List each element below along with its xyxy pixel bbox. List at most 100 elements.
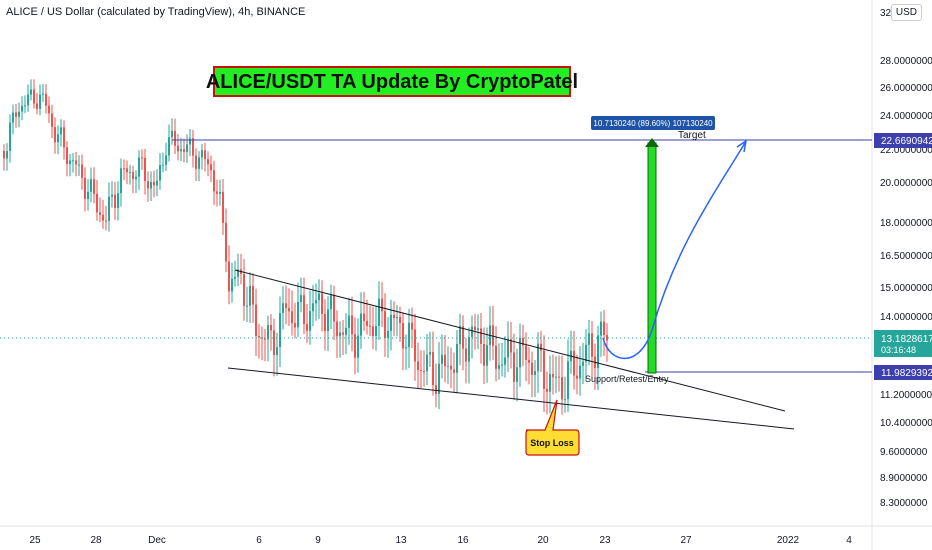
candle-body (336, 321, 338, 337)
x-tick-label: 2022 (777, 535, 800, 546)
candle-body (234, 276, 236, 279)
x-tick-label: 9 (315, 535, 321, 546)
candle-body (201, 150, 203, 158)
candle-body (147, 181, 149, 189)
candle-body (120, 168, 122, 194)
y-tick-label: 16.5000000 (880, 251, 932, 262)
candle-body (411, 322, 413, 330)
candle-body (555, 376, 557, 378)
candle-body (90, 179, 92, 192)
candle-body (606, 334, 608, 341)
x-tick-label: Dec (148, 535, 166, 546)
y-tick-label: 22.0000000 (880, 145, 932, 156)
candle-body (393, 314, 395, 319)
candle-body (93, 179, 95, 194)
candle-body (81, 164, 83, 178)
x-tick-label: 16 (457, 535, 469, 546)
candle-body (354, 334, 356, 358)
candle-body (294, 323, 296, 328)
candle-body (159, 164, 161, 181)
candle-body (27, 94, 29, 106)
candle-body (18, 111, 20, 117)
symbol-title: ALICE / US Dollar (calculated by Trading… (6, 6, 306, 18)
candle-body (114, 194, 116, 208)
wedge-upper-line (234, 269, 786, 412)
support-price-tag (874, 365, 932, 380)
candle-body (75, 160, 77, 165)
candle-body (324, 313, 326, 331)
candle-body (135, 176, 137, 180)
projection-curve (602, 142, 746, 360)
x-tick-label: 4 (846, 535, 852, 546)
candle-body (603, 321, 605, 335)
candle-body (57, 134, 59, 143)
candle-body (339, 332, 341, 337)
candle-body (519, 337, 521, 368)
candle-body (126, 168, 128, 173)
candle-body (498, 365, 500, 369)
candle-body (597, 335, 599, 369)
candle-body (84, 177, 86, 200)
candle-body (285, 303, 287, 309)
candle-body (216, 191, 218, 194)
candle-body (186, 144, 188, 152)
candle-body (507, 339, 509, 358)
candle-body (291, 311, 293, 324)
candle-body (42, 93, 44, 95)
y-tick-label: 18.0000000 (880, 218, 932, 229)
candle-body (330, 294, 332, 310)
candle-body (321, 293, 323, 314)
candle-body (156, 180, 158, 186)
candle-body (441, 354, 443, 364)
candle-body (267, 324, 269, 340)
candle-body (543, 350, 545, 389)
candle-body (549, 374, 551, 392)
candle-body (495, 345, 497, 369)
candle-body (54, 127, 56, 143)
candle-body (15, 112, 17, 117)
candle-body (51, 113, 53, 128)
candle-body (192, 138, 194, 156)
candle-body (447, 365, 449, 367)
candle-body (264, 338, 266, 340)
candle-body (345, 327, 347, 335)
candle-body (318, 293, 320, 301)
candle-body (198, 157, 200, 169)
candle-body (468, 337, 470, 362)
candle-body (372, 326, 374, 337)
candle-body (474, 326, 476, 331)
candle-body (288, 308, 290, 312)
candle-body (66, 147, 68, 165)
candle-body (381, 298, 383, 312)
candle-body (129, 171, 131, 173)
last-price-value: 13.1828617 (881, 334, 932, 345)
candle-body (426, 354, 428, 372)
candle-body (21, 105, 23, 112)
target-price-tag (874, 133, 932, 148)
candle-body (207, 159, 209, 165)
candle-body (405, 347, 407, 349)
candle-body (252, 285, 254, 305)
candle-body (243, 273, 245, 306)
candle-body (573, 350, 575, 376)
candle-body (36, 103, 38, 109)
candle-body (384, 311, 386, 338)
candle-body (591, 333, 593, 357)
candle-body (582, 361, 584, 366)
candle-body (300, 295, 302, 302)
candle-body (363, 313, 365, 321)
countdown-value: 03:16:48 (881, 345, 916, 355)
candle-body (132, 171, 134, 180)
candle-body (564, 399, 566, 401)
candle-body (537, 343, 539, 372)
candle-body (486, 345, 488, 366)
candle-body (408, 322, 410, 348)
candle-body (501, 364, 503, 366)
candle-body (168, 137, 170, 156)
y-tick-label: 28.0000000 (880, 56, 932, 67)
currency-button[interactable]: USD (890, 4, 922, 21)
candle-body (348, 315, 350, 328)
candle-body (327, 309, 329, 331)
